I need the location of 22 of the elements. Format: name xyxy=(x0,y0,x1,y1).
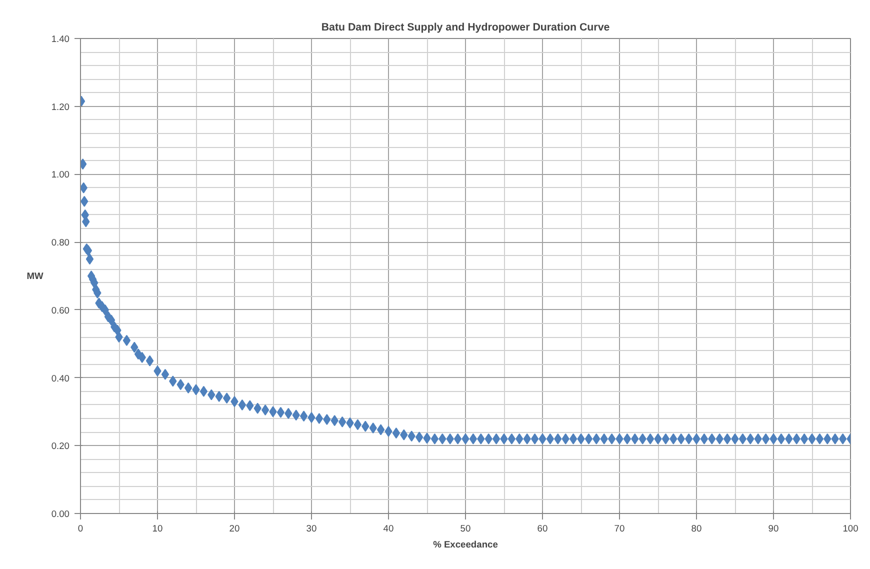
y-tick-label: 0.60 xyxy=(51,305,70,316)
y-tick-label: 1.20 xyxy=(51,102,70,112)
x-tick-label: 40 xyxy=(383,524,394,534)
y-tick-label: 0.20 xyxy=(51,441,70,452)
y-tick-label: 0.80 xyxy=(51,238,70,248)
y-tick-label: 0.40 xyxy=(51,373,70,384)
chart-title: Batu Dam Direct Supply and Hydropower Duration Curve xyxy=(321,22,610,34)
x-tick-label: 30 xyxy=(306,524,317,534)
x-axis-title: % Exceedance xyxy=(433,540,498,550)
x-tick-label: 50 xyxy=(460,524,471,534)
x-tick-label: 100 xyxy=(842,524,858,534)
x-tick-label: 60 xyxy=(537,524,548,534)
x-tick-label: 20 xyxy=(229,524,240,534)
x-tick-label: 10 xyxy=(152,524,163,534)
y-tick-label: 1.40 xyxy=(51,34,70,44)
y-tick-label: 0.00 xyxy=(51,509,70,519)
y-axis-title: MW xyxy=(26,271,44,281)
x-tick-label: 70 xyxy=(614,524,625,534)
x-tick-label: 80 xyxy=(691,524,702,534)
y-tick-label: 1.00 xyxy=(51,170,70,180)
x-tick-label: 90 xyxy=(768,524,779,534)
x-tick-label: 0 xyxy=(78,524,84,534)
